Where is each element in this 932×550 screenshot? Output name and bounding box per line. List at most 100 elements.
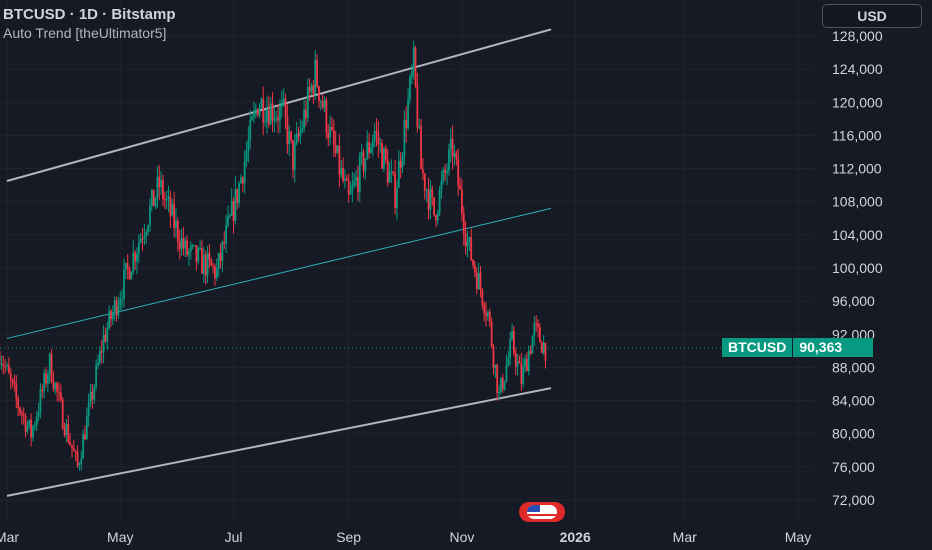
candle-body [254, 109, 257, 112]
candle-body [282, 98, 285, 103]
candle-body [399, 160, 402, 168]
candle-body [234, 188, 237, 221]
candle-body [50, 353, 53, 382]
candle-body [496, 364, 499, 393]
candle-body [219, 253, 222, 261]
candle-body [72, 448, 75, 452]
candle-body [106, 328, 109, 342]
candle-body [20, 412, 23, 415]
candle-body [247, 139, 250, 152]
candle-body [349, 190, 352, 195]
candle-body [427, 190, 430, 210]
candle-body [518, 361, 521, 364]
candle-body [392, 171, 395, 174]
candle-body [26, 425, 29, 432]
candle-body [175, 220, 177, 228]
symbol-title[interactable]: BTCUSD · 1D · Bitstamp [3, 6, 176, 23]
candle-body [41, 389, 44, 392]
candle-body [355, 177, 357, 181]
candle-body [396, 187, 398, 209]
chart-grid [0, 0, 815, 522]
candle-body [487, 311, 489, 316]
candle-body [390, 171, 393, 173]
candle-body [373, 131, 376, 141]
candle-body [522, 366, 525, 384]
candle-body [136, 253, 138, 262]
candle-body [305, 109, 307, 119]
us-flag-icon[interactable] [519, 502, 565, 522]
candle-body [0, 363, 3, 365]
price-tick-label: 76,000 [832, 459, 875, 475]
candle-body [509, 339, 512, 358]
candle-body [230, 201, 233, 216]
candle-body [61, 399, 64, 429]
candle-body [186, 240, 189, 255]
candle-body [500, 377, 502, 392]
candle-body [381, 143, 383, 169]
candle-body [108, 310, 111, 329]
candle-body [39, 389, 42, 412]
price-tick-label: 72,000 [832, 492, 875, 508]
candle-body [139, 238, 142, 243]
candle-body [513, 331, 515, 354]
candle-body [193, 245, 196, 247]
candle-body [468, 237, 471, 242]
candle-body [123, 269, 125, 299]
candle-body [403, 120, 406, 156]
candle-body [388, 172, 391, 183]
candle-body [228, 215, 231, 217]
candle-body [137, 242, 140, 254]
candle-body [431, 188, 434, 198]
candle-body [30, 420, 33, 438]
candle-body [459, 185, 461, 190]
candle-body [215, 268, 218, 279]
candle-body [74, 451, 77, 453]
candle-body [345, 178, 348, 181]
candle-body [319, 100, 322, 102]
candle-body [472, 259, 474, 265]
candle-body [407, 99, 409, 129]
candle-body [329, 126, 331, 138]
candle-body [462, 213, 465, 234]
candle-body [208, 252, 211, 260]
candle-body [284, 98, 287, 117]
price-tick-label: 80,000 [832, 426, 875, 442]
currency-button[interactable]: USD [822, 4, 922, 28]
candle-body [524, 358, 526, 367]
candle-body [6, 364, 8, 367]
candle-body [149, 205, 151, 226]
candle-body [490, 321, 493, 347]
candle-body [217, 253, 220, 269]
candle-body [95, 365, 98, 387]
candle-body [110, 310, 112, 320]
time-tick-label: Sep [336, 529, 361, 545]
candle-body [436, 212, 439, 221]
candle-body [271, 103, 274, 121]
candle-body [9, 373, 12, 380]
candle-body [299, 129, 302, 137]
candle-body [477, 272, 480, 290]
candle-body [318, 86, 320, 101]
candle-body [204, 254, 207, 276]
candle-body [167, 196, 170, 199]
candle-body [13, 381, 16, 385]
candle-body [273, 118, 276, 121]
last-price-label: BTCUSD 90,363 [722, 338, 874, 358]
candle-body [360, 152, 363, 157]
candle-body [295, 133, 298, 143]
candle-body [290, 131, 292, 141]
candle-body [171, 203, 174, 216]
candle-body [251, 116, 253, 120]
candle-body [342, 167, 344, 181]
candle-body [533, 322, 536, 337]
candle-body [188, 251, 190, 255]
candle-body [54, 383, 57, 390]
candle-body [163, 199, 166, 201]
indicator-label[interactable]: Auto Trend [theUltimator5] [3, 25, 167, 41]
candle-body [537, 323, 539, 328]
candle-body [531, 336, 534, 354]
candle-body [461, 189, 463, 214]
candle-body [67, 423, 70, 442]
candle-body [344, 178, 346, 181]
